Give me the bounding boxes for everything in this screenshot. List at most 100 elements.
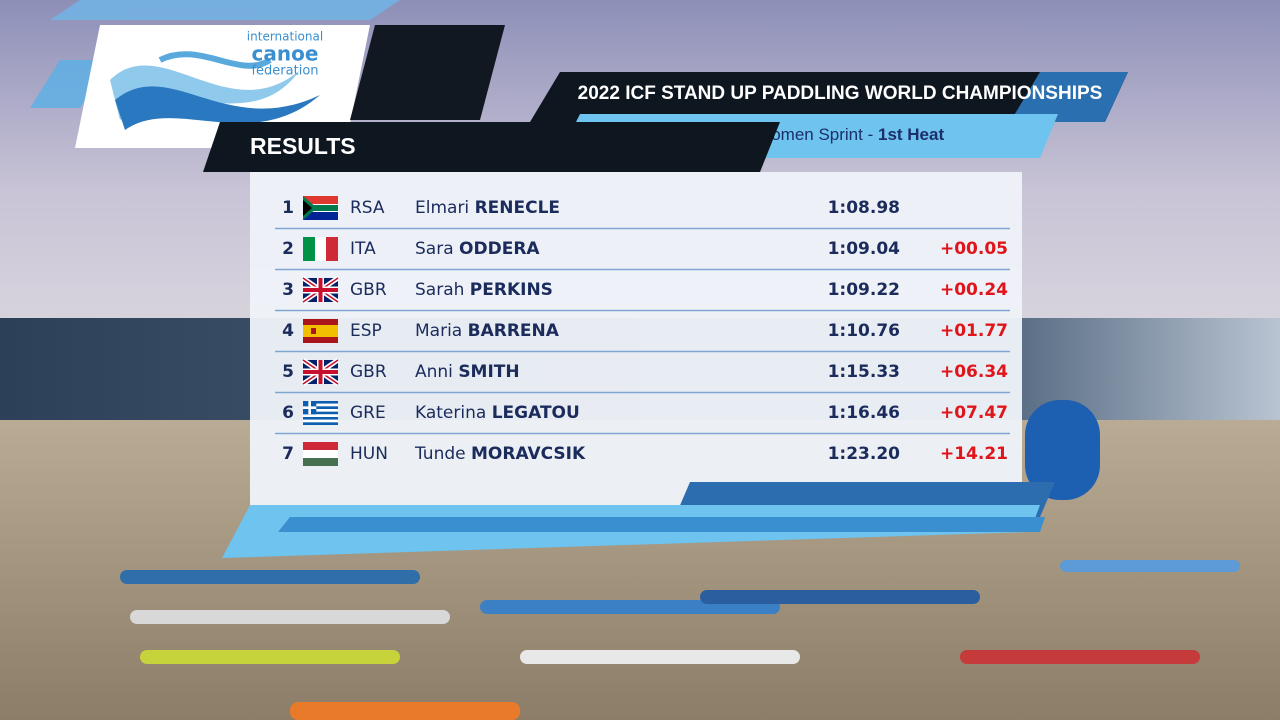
gap: +14.21: [940, 444, 1008, 464]
result-row: 6 GRE Katerina LEGATOU 1:16.46 +07.47: [275, 401, 1010, 435]
flag-part: [303, 237, 315, 261]
gap: +00.24: [940, 280, 1008, 300]
rank: 2: [282, 239, 294, 259]
flag: [303, 319, 338, 343]
board: [120, 570, 420, 584]
flag-part: [303, 419, 338, 423]
logo-stripe: [30, 60, 110, 108]
flag-part: [303, 406, 338, 409]
rank: 4: [282, 321, 294, 341]
last-name: BARRENA: [468, 321, 560, 341]
time: 1:08.98: [828, 198, 900, 218]
event-banner: [530, 72, 1128, 122]
bottom-stripe: [278, 517, 1045, 532]
flag-part: [303, 401, 317, 415]
country-code: ESP: [350, 321, 382, 341]
flag-part: [303, 278, 338, 302]
athlete-name: Sara ODDERA: [415, 239, 540, 259]
last-name: RENECLE: [475, 198, 560, 218]
first-name: Elmari: [415, 198, 469, 218]
athlete-name: Maria BARRENA: [415, 321, 560, 341]
flag-part: [303, 196, 338, 204]
gap: +00.05: [940, 239, 1008, 259]
flag-part: [303, 401, 338, 404]
first-name: Anni: [415, 362, 453, 382]
flag-part: [303, 442, 338, 450]
flag: [303, 401, 338, 425]
result-row: 7 HUN Tunde MORAVCSIK 1:23.20 +14.21: [282, 442, 1008, 466]
tent: [1025, 400, 1100, 500]
result-row: 3 GBR Sarah PERKINS 1:09.22 +00.24: [275, 275, 1010, 312]
flag-part: [303, 414, 338, 417]
flag-part: [303, 200, 312, 216]
results-title: RESULTS: [250, 133, 356, 159]
logo-wave: [110, 65, 300, 120]
rank: 7: [282, 444, 294, 464]
athlete-name: Katerina LEGATOU: [415, 403, 580, 423]
last-name: ODDERA: [459, 239, 540, 259]
result-row: 2 ITA Sara ODDERA 1:09.04 +00.05: [275, 237, 1010, 271]
first-name: Tunde: [414, 444, 466, 464]
athlete-name: Sarah PERKINS: [415, 280, 553, 300]
time: 1:09.04: [828, 239, 901, 259]
flag: [301, 357, 340, 387]
last-name: LEGATOU: [492, 403, 580, 423]
last-name: MORAVCSIK: [471, 444, 586, 464]
first-name: Katerina: [415, 403, 486, 423]
flag-part: [311, 205, 338, 211]
athlete-name: Elmari RENECLE: [415, 198, 560, 218]
result-row: 4 ESP Maria BARRENA 1:10.76 +01.77: [275, 319, 1010, 353]
athlete-name: Anni SMITH: [415, 362, 520, 382]
time: 1:23.20: [828, 444, 901, 464]
flag-part: [303, 417, 338, 420]
flag-part: [303, 403, 338, 407]
last-name: PERKINS: [470, 280, 553, 300]
country-code: GBR: [350, 362, 387, 382]
last-name: SMITH: [458, 362, 519, 382]
results-banner: [203, 122, 780, 172]
gap: +07.47: [940, 403, 1008, 423]
logo-wave: [115, 86, 320, 130]
country-code: HUN: [350, 444, 388, 464]
first-name: Maria: [415, 321, 462, 341]
flag-part: [326, 237, 338, 261]
time: 1:09.22: [828, 280, 900, 300]
board: [130, 610, 450, 624]
board: [520, 650, 800, 664]
time: 1:16.46: [828, 403, 900, 423]
results-rows: 1 RSA Elmari RENECLE 1:08.98 2 ITA Sara ODDERA…: [275, 196, 1010, 466]
logo-dark: [350, 25, 505, 120]
board: [290, 702, 520, 720]
country-code: GBR: [350, 280, 387, 300]
athlete-name: Tunde MORAVCSIK: [414, 444, 586, 464]
board: [700, 590, 980, 604]
board: [140, 650, 400, 664]
result-row: 1 RSA Elmari RENECLE 1:08.98: [275, 196, 1010, 230]
flag: [303, 237, 338, 261]
event-title: 2022 ICF STAND UP PADDLING WORLD CHAMPIO…: [578, 83, 1103, 104]
gap: +01.77: [940, 321, 1008, 341]
boards: [120, 400, 1240, 720]
board: [1060, 560, 1240, 572]
flag-part: [303, 458, 338, 466]
flag-part: [303, 325, 338, 337]
time: 1:15.33: [828, 362, 900, 382]
flag: [303, 442, 338, 466]
logo-text: international: [247, 30, 323, 44]
first-name: Sarah: [415, 280, 464, 300]
result-row: 5 GBR Anni SMITH 1:15.33 +06.34: [275, 357, 1010, 394]
flag-part: [303, 450, 338, 458]
country-code: GRE: [350, 403, 386, 423]
logo-text: federation: [251, 64, 318, 79]
logo-stripe: [50, 0, 400, 20]
flag-part: [303, 409, 338, 412]
first-name: Sara: [415, 239, 454, 259]
rank: 6: [282, 403, 294, 423]
board: [960, 650, 1200, 664]
event-banner-accent: [1010, 72, 1128, 122]
country-code: ITA: [350, 239, 376, 259]
race-heat: 1st Heat: [878, 125, 944, 144]
flag: [303, 196, 338, 220]
